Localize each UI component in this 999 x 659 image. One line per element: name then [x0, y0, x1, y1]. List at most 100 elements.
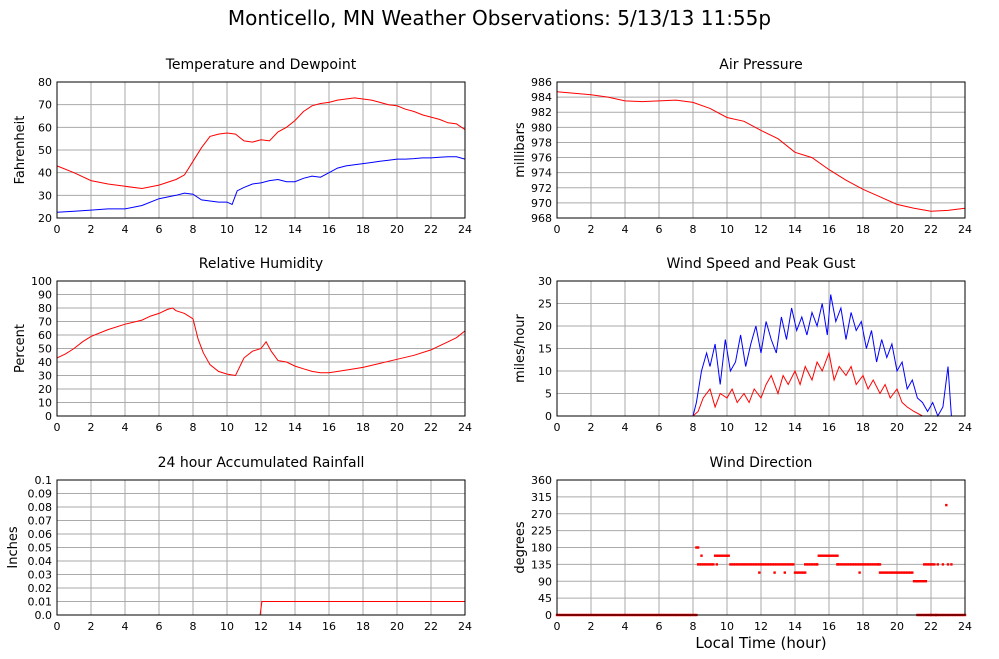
data-point: [700, 554, 703, 557]
x-tick-label: 16: [322, 620, 336, 633]
data-point: [950, 563, 953, 566]
data-point: [906, 571, 909, 574]
data-point: [805, 563, 809, 566]
data-point: [787, 563, 790, 566]
y-tick-label: 968: [531, 212, 552, 225]
page-title: Monticello, MN Weather Observations: 5/1…: [227, 6, 772, 30]
x-tick-label: 6: [656, 620, 663, 633]
data-point: [917, 580, 921, 583]
data-point: [749, 563, 752, 566]
plot-frame: [56, 81, 466, 219]
y-tick-label: 135: [531, 558, 552, 571]
data-point: [846, 563, 849, 566]
data-point: [933, 563, 936, 566]
data-point: [819, 554, 822, 557]
data-point: [766, 563, 769, 566]
data-point: [921, 580, 924, 583]
x-tick-label: 24: [458, 223, 472, 236]
data-point: [753, 563, 756, 566]
series-line-1: [557, 351, 965, 417]
x-tick-label: 10: [220, 620, 234, 633]
y-tick-label: 0.02: [28, 582, 53, 595]
data-point: [838, 563, 841, 566]
chart-title: Wind Speed and Peak Gust: [667, 256, 856, 272]
data-point: [775, 563, 778, 566]
data-point: [875, 563, 878, 566]
chart-title: Air Pressure: [719, 57, 802, 73]
x-tick-label: 22: [924, 223, 938, 236]
data-point: [924, 563, 928, 566]
data-point: [902, 571, 905, 574]
data-point: [797, 571, 800, 574]
data-point: [754, 563, 758, 566]
x-tick-label: 24: [458, 421, 472, 434]
y-tick-label: 180: [531, 542, 552, 555]
y-tick-label: 0.05: [28, 542, 53, 555]
x-tick-label: 14: [288, 421, 302, 434]
y-tick-label: 25: [538, 298, 552, 311]
y-tick-label: 0: [45, 410, 52, 423]
data-point: [826, 554, 829, 557]
data-point: [817, 554, 820, 557]
x-tick-label: 12: [254, 223, 268, 236]
y-axis-label: millibars: [513, 122, 528, 178]
y-tick-label: 90: [38, 289, 52, 302]
data-point: [734, 563, 737, 566]
data-point: [897, 571, 900, 574]
data-point: [722, 554, 725, 557]
data-point: [778, 563, 781, 566]
y-tick-label: 60: [38, 329, 52, 342]
series-line-0: [556, 91, 966, 212]
y-tick-label: 0.06: [28, 528, 53, 541]
x-tick-label: 14: [288, 620, 302, 633]
x-tick-label: 24: [958, 223, 972, 236]
y-tick-label: 50: [38, 343, 52, 356]
x-tick-label: 2: [88, 223, 95, 236]
data-point: [812, 563, 815, 566]
x-tick-label: 22: [424, 620, 438, 633]
data-point: [781, 563, 785, 566]
plot-frame: [556, 280, 966, 417]
x-tick-label: 24: [958, 421, 972, 434]
data-point: [827, 554, 831, 557]
data-point: [713, 554, 717, 557]
series-line-0: [56, 307, 466, 377]
series-line-0: [56, 97, 466, 190]
data-point: [914, 580, 917, 583]
data-point: [894, 571, 897, 574]
data-point: [768, 563, 771, 566]
data-point: [832, 554, 836, 557]
x-tick-label: 16: [322, 421, 336, 434]
data-point: [719, 554, 722, 557]
x-tick-label: 22: [924, 620, 938, 633]
data-point: [941, 563, 945, 566]
y-tick-label: 40: [38, 167, 52, 180]
x-tick-label: 18: [856, 620, 870, 633]
data-point: [792, 563, 795, 566]
x-tick-label: 4: [622, 421, 629, 434]
data-point: [807, 563, 810, 566]
data-point: [907, 571, 911, 574]
data-point: [904, 571, 907, 574]
data-point: [900, 571, 904, 574]
x-tick-label: 2: [588, 223, 595, 236]
x-tick-label: 0: [554, 421, 561, 434]
data-point: [899, 571, 902, 574]
y-tick-label: 45: [538, 592, 552, 605]
y-tick-label: 30: [38, 189, 52, 202]
y-tick-label: 10: [538, 365, 552, 378]
x-tick-label: 0: [554, 223, 561, 236]
x-tick-label: 18: [356, 421, 370, 434]
data-point: [702, 563, 705, 566]
data-point: [861, 563, 865, 566]
x-tick-label: 0: [54, 620, 61, 633]
plot-frame: [56, 280, 466, 417]
data-point: [878, 563, 882, 566]
x-tick-label: 0: [554, 620, 561, 633]
data-point: [736, 563, 739, 566]
data-point: [834, 554, 837, 557]
data-point: [923, 580, 926, 583]
y-tick-label: 315: [531, 491, 552, 504]
y-tick-label: 80: [38, 302, 52, 315]
